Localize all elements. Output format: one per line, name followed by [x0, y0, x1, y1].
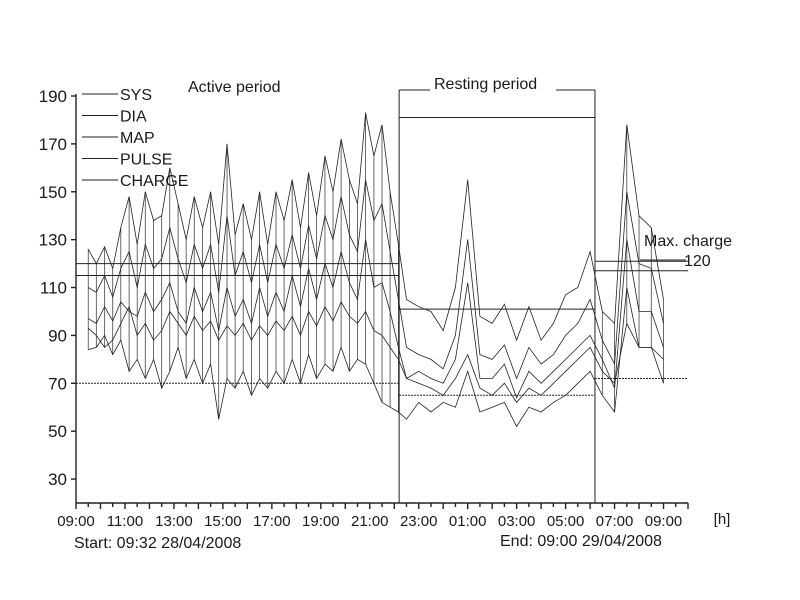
y-tick-label: 130 — [39, 231, 67, 250]
y-tick-label: 70 — [48, 374, 67, 393]
x-tick-label: 17:00 — [253, 513, 291, 530]
series-sys-line — [87, 112, 664, 342]
x-tick-label: 21:00 — [351, 513, 389, 530]
legend: SYS DIA MAP PULSE CHARGE — [82, 87, 188, 190]
series-map-line — [87, 239, 664, 399]
y-tick-label: 30 — [48, 470, 67, 489]
y-tick-label: 110 — [40, 279, 67, 298]
legend-label-sys: SYS — [120, 87, 152, 104]
tick-labels: 190 170 150 130 110 90 70 50 30 09:00 11:00 13:00 15… — [39, 87, 683, 530]
x-tick-label: 09:00 — [645, 513, 683, 530]
active-period-label: Active period — [188, 79, 281, 96]
series-dia-line — [88, 287, 664, 428]
y-tick-label: 170 — [39, 135, 67, 154]
x-tick-label: 15:00 — [204, 513, 242, 530]
series-charge-line — [87, 179, 664, 380]
y-tick-label: 190 — [39, 87, 67, 106]
x-tick-label: 03:00 — [498, 513, 536, 530]
x-tick-label: 13:00 — [155, 513, 193, 530]
y-tick-label: 150 — [39, 183, 67, 202]
y-tick-label: 90 — [48, 326, 67, 345]
x-tick-label: 05:00 — [547, 513, 585, 530]
x-tick-label: 19:00 — [302, 513, 340, 530]
grid-layer — [87, 112, 664, 420]
end-label: End: 09:00 29/04/2008 — [500, 533, 662, 550]
x-tick-label: 07:00 — [596, 513, 634, 530]
y-tick-label: 50 — [48, 422, 67, 441]
legend-label-map: MAP — [120, 130, 155, 147]
x-tick-label: 09:00 — [57, 513, 95, 530]
resting-period-label: Resting period — [434, 76, 537, 93]
legend-label-pulse: PULSE — [120, 152, 172, 169]
max-charge-value: 120 — [684, 253, 711, 270]
axes — [71, 94, 689, 509]
reference-lines — [76, 89, 688, 503]
legend-label-charge: CHARGE — [120, 173, 188, 190]
x-tick-label: 01:00 — [449, 513, 487, 530]
x-tick-label: 23:00 — [400, 513, 438, 530]
max-charge-label: Max. charge — [644, 233, 732, 250]
x-tick-label: 11:00 — [107, 513, 143, 530]
start-label: Start: 09:32 28/04/2008 — [74, 535, 241, 552]
legend-label-dia: DIA — [120, 109, 147, 126]
series-layer — [87, 112, 664, 428]
x-unit-label: [h] — [714, 511, 731, 528]
